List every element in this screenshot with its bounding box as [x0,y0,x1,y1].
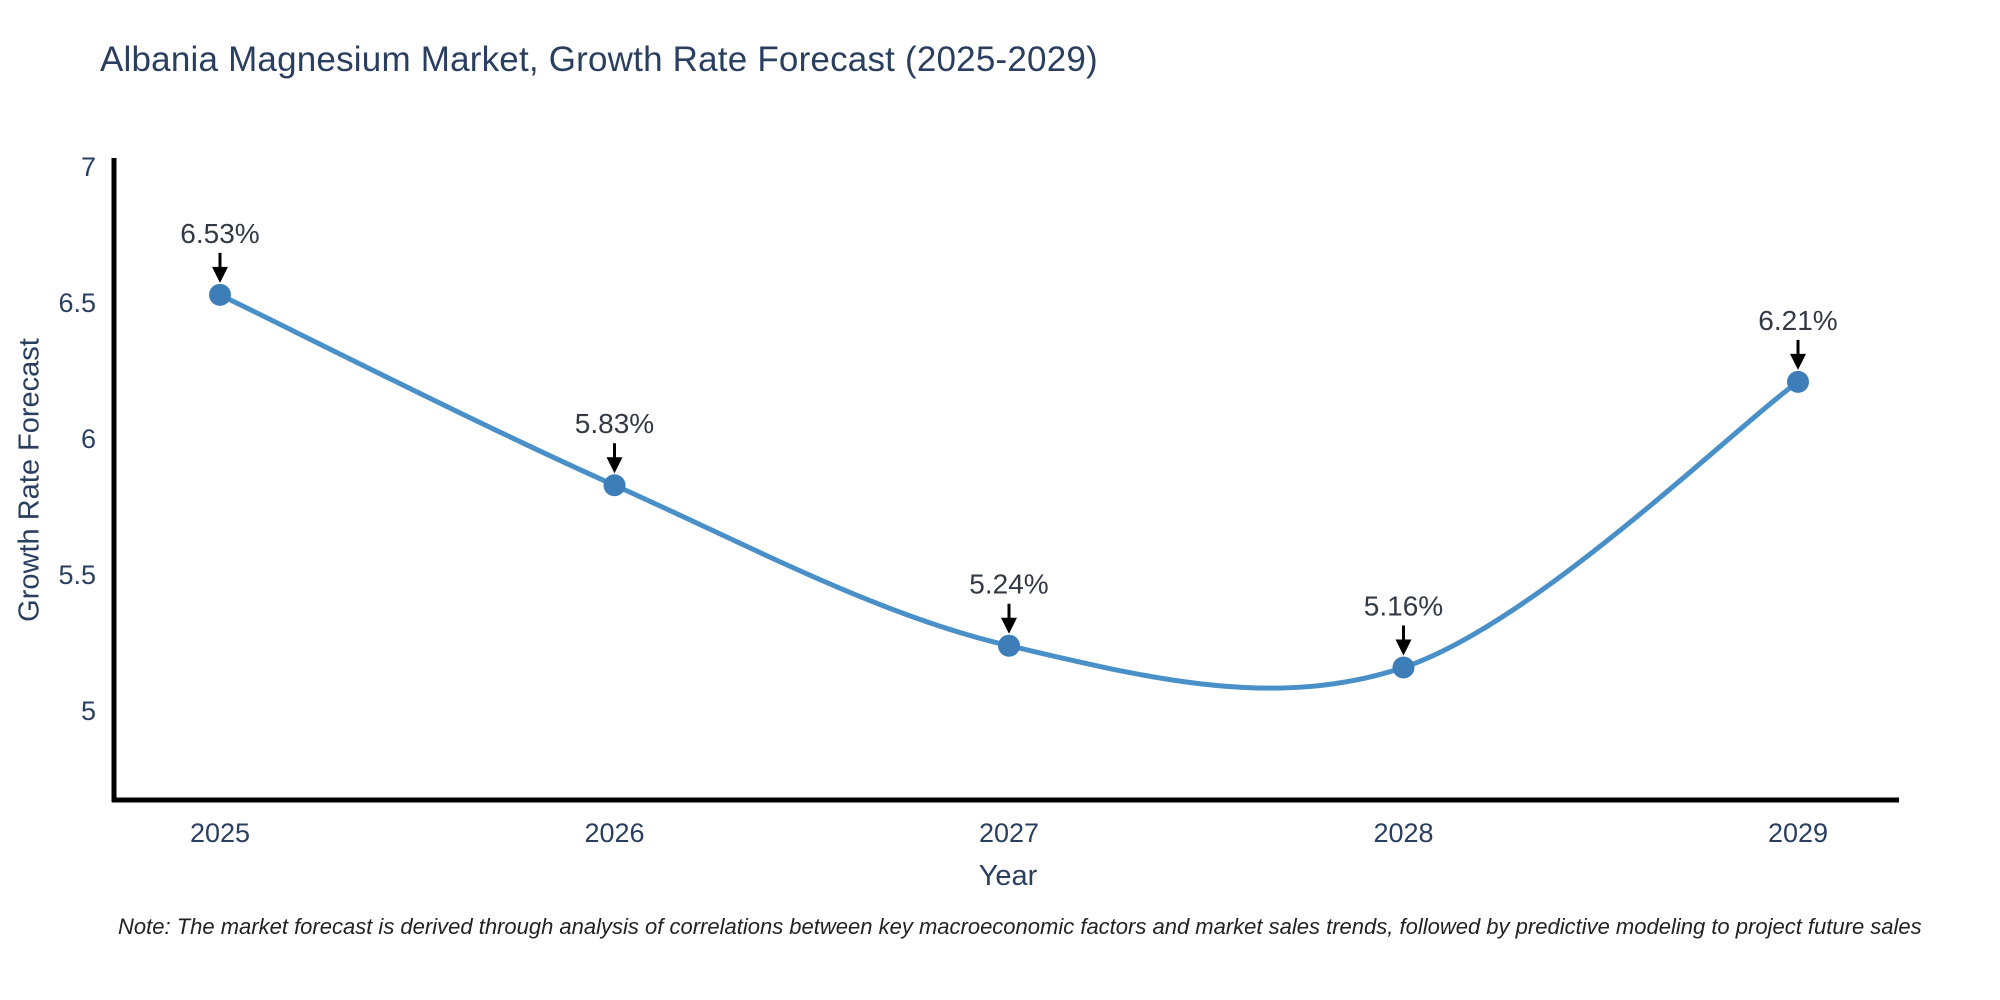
data-point-marker [998,634,1020,657]
point-value-label: 5.24% [969,569,1048,600]
y-tick-label: 5 [81,696,96,726]
data-point-marker [603,474,626,497]
footnote: Note: The market forecast is derived thr… [118,914,1922,939]
data-point-marker [1392,656,1415,679]
y-tick-label: 5.5 [58,560,96,590]
annotation-arrow-head [1395,639,1412,656]
annotation-arrow-head [1790,353,1806,370]
point-value-label: 5.16% [1364,590,1443,621]
annotation-arrow-head [212,266,228,283]
annotation-arrow-head [1001,617,1017,634]
data-point-marker [209,283,231,306]
x-axis-title: Year [978,860,1038,892]
point-value-label: 5.83% [575,408,654,439]
y-tick-label: 6.5 [58,288,96,318]
x-tick-label: 2026 [584,818,644,848]
chart-title: Albania Magnesium Market, Growth Rate Fo… [100,40,1098,79]
point-value-label: 6.53% [180,218,259,249]
x-tick-label: 2027 [979,818,1039,848]
point-value-label: 6.21% [1758,305,1837,336]
x-tick-label: 2025 [190,818,250,848]
y-tick-label: 6 [81,424,96,454]
data-point-marker [1787,370,1809,393]
y-tick-label: 7 [81,152,96,182]
annotation-arrow-head [606,457,623,474]
x-tick-label: 2028 [1373,818,1433,848]
x-tick-label: 2029 [1768,818,1828,848]
